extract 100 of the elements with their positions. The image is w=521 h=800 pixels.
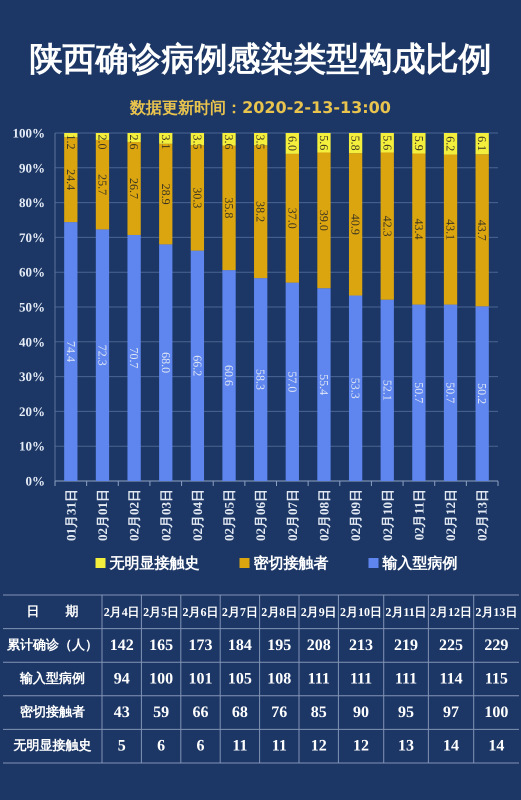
data-label: 11 xyxy=(272,738,287,755)
data-label: 101 xyxy=(188,670,212,688)
bar xyxy=(380,152,394,300)
data-label: 70.7 xyxy=(127,347,142,368)
data-label: 5 xyxy=(118,738,126,755)
bar xyxy=(348,296,362,481)
data-label: 2.6 xyxy=(127,134,142,150)
category-label: 2月7日 xyxy=(222,604,258,619)
data-label: 100 xyxy=(484,704,508,722)
data-label: 3.5 xyxy=(190,134,204,150)
y-tick-label: 90% xyxy=(19,160,45,176)
data-label: 39.0 xyxy=(316,210,331,231)
data-label: 97 xyxy=(443,704,460,722)
bar xyxy=(317,288,331,481)
text: 累计确诊（人） xyxy=(6,638,98,653)
category-label: 2月6日 xyxy=(182,604,218,619)
y-tick-label: 0% xyxy=(26,474,45,488)
bar xyxy=(380,300,394,481)
bar xyxy=(190,250,204,481)
data-label: 229 xyxy=(484,636,508,654)
data-label: 66 xyxy=(192,704,208,722)
data-label: 6 xyxy=(157,738,166,755)
bar xyxy=(96,229,110,481)
bar xyxy=(476,306,489,481)
bar xyxy=(286,282,299,481)
data-label: 40.9 xyxy=(348,214,363,235)
data-label: 95 xyxy=(398,704,414,722)
y-tick-label: 40% xyxy=(19,334,45,350)
data-label: 43.4 xyxy=(412,218,426,240)
data-label: 213 xyxy=(349,636,374,654)
legend-label: 无明显接触史 xyxy=(108,554,200,572)
data-label: 108 xyxy=(267,670,292,688)
data-label: 105 xyxy=(228,670,252,688)
x-tick-label: 02月12日 xyxy=(443,489,458,541)
bar xyxy=(286,154,299,283)
category-label: 2月9日 xyxy=(300,604,337,619)
data-label: 43.1 xyxy=(444,219,458,240)
x-tick-label: 02月06日 xyxy=(253,489,268,541)
data-label: 72.3 xyxy=(95,344,110,366)
category-label: 2月10日 xyxy=(340,604,382,619)
data-label: 1.2 xyxy=(64,134,78,150)
x-tick-label: 02月03日 xyxy=(158,489,174,541)
data-label: 57.0 xyxy=(285,371,300,392)
data-label: 53.3 xyxy=(348,378,363,399)
data-label: 6 xyxy=(196,738,204,755)
chart-title: 陕西确诊病例感染类型构成比例 xyxy=(30,39,492,78)
data-label: 59 xyxy=(153,704,170,722)
data-label: 111 xyxy=(308,670,330,688)
data-label: 225 xyxy=(439,636,464,654)
y-tick-label: 20% xyxy=(19,404,45,419)
data-label: 5.9 xyxy=(412,136,426,151)
data-label: 26.7 xyxy=(127,178,142,200)
data-label: 43.7 xyxy=(475,220,490,241)
y-tick-label: 10% xyxy=(19,438,45,454)
text: 输入型病例 xyxy=(19,670,85,686)
data-label: 24.4 xyxy=(64,169,78,190)
data-label: 14 xyxy=(443,738,460,755)
data-label: 3.6 xyxy=(222,134,236,150)
x-tick-label: 02月07日 xyxy=(284,489,300,541)
y-tick-label: 80% xyxy=(19,195,45,210)
data-label: 219 xyxy=(394,636,418,654)
data-label: 90 xyxy=(353,704,370,722)
data-label: 11 xyxy=(232,738,248,755)
data-label: 5.6 xyxy=(316,135,331,150)
bar xyxy=(64,133,78,138)
data-label: 173 xyxy=(188,636,212,654)
bar xyxy=(222,270,236,481)
data-label: 30.3 xyxy=(190,187,204,208)
y-tick-label: 70% xyxy=(19,230,45,245)
bar xyxy=(412,154,426,305)
text: 无明显接触史 xyxy=(12,738,92,754)
bar xyxy=(64,222,78,481)
data-label: 50.2 xyxy=(475,383,490,404)
bar xyxy=(317,152,331,288)
text: 密切接触者 xyxy=(20,704,85,720)
text: 日 期 xyxy=(26,604,78,620)
data-label: 12 xyxy=(310,738,327,755)
y-tick-label: 30% xyxy=(19,369,45,384)
data-label: 94 xyxy=(114,670,130,688)
data-label: 142 xyxy=(110,636,134,654)
data-label: 115 xyxy=(484,670,508,688)
data-label: 58.3 xyxy=(254,369,268,390)
data-label: 6.2 xyxy=(444,136,458,152)
data-label: 5.6 xyxy=(380,135,394,150)
data-label: 25.7 xyxy=(95,174,110,196)
data-label: 6.0 xyxy=(285,136,300,151)
x-tick-label: 02月10日 xyxy=(380,489,395,541)
data-label: 5.8 xyxy=(348,136,363,151)
data-label: 3.5 xyxy=(254,134,268,150)
x-tick-label: 02月09日 xyxy=(348,489,364,541)
data-label: 68.0 xyxy=(158,352,173,374)
data-label: 50.7 xyxy=(412,382,426,404)
category-label: 2月4日 xyxy=(104,604,140,619)
data-label: 60.6 xyxy=(222,365,236,386)
chart-subtitle: 数据更新时间：2020-2-13-13:00 xyxy=(129,98,391,117)
category-label: 2月11日 xyxy=(385,604,427,619)
x-tick-label: 02月01日 xyxy=(94,489,110,541)
data-label: 14 xyxy=(488,738,504,755)
x-tick-label: 02月08日 xyxy=(316,489,332,541)
data-label: 195 xyxy=(267,636,292,654)
